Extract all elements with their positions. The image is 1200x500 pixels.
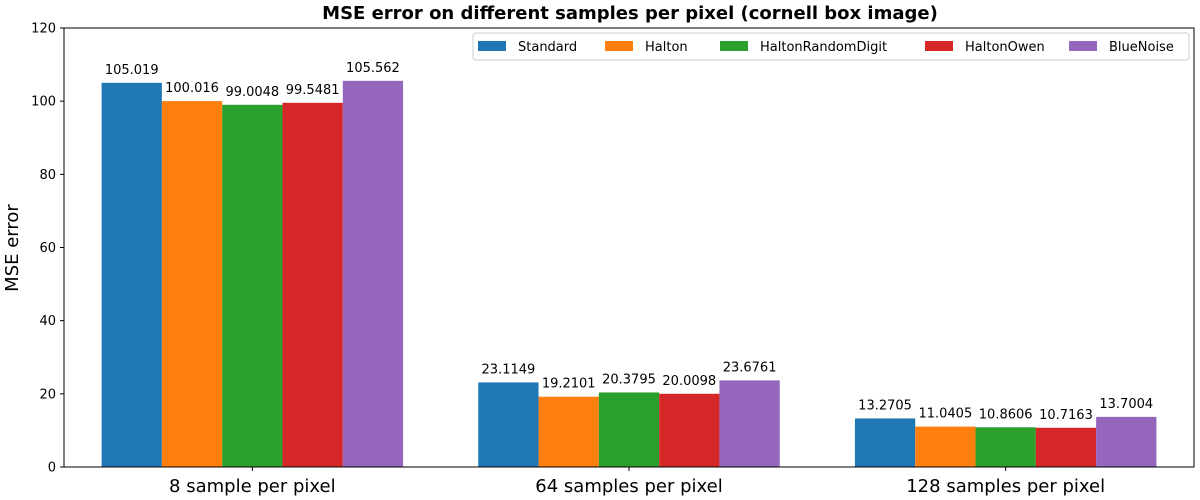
x-tick-label-1: 8 sample per pixel [169, 476, 336, 497]
x-tick-label-3: 128 samples per pixel [906, 476, 1105, 497]
y-tick-label-60: 60 [39, 241, 56, 256]
legend: Standard Halton HaltonRandomDigit HaltonOwe… [472, 32, 1190, 61]
legend-label-haltonrandomdigit: HaltonRandomDigit [760, 40, 887, 55]
axes-layer: 8 sample per pixel 64 samples per pixel 12… [31, 22, 1195, 497]
bars-layer [101, 80, 1157, 468]
data-label-haltonrandomdigit-1: 99.0048 [225, 85, 279, 100]
data-label-halton-3: 11.0405 [918, 407, 972, 422]
bar-haltonowen-1 [282, 102, 343, 467]
legend-box [472, 32, 1190, 61]
bar-standard-2 [478, 382, 539, 467]
legend-swatch-haltonowen [925, 41, 953, 51]
y-tick-label-120: 120 [31, 22, 56, 37]
bar-bluenoise-2 [719, 380, 780, 467]
legend-swatch-halton [605, 41, 633, 51]
bar-haltonrandomdigit-1 [222, 104, 283, 468]
data-label-standard-1: 105.019 [105, 63, 159, 78]
data-label-standard-3: 13.2705 [858, 398, 912, 413]
y-tick-label-20: 20 [39, 387, 56, 402]
data-label-halton-2: 19.2101 [542, 377, 596, 392]
data-label-haltonowen-1: 99.5481 [286, 83, 340, 98]
legend-label-halton: Halton [645, 40, 688, 55]
legend-swatch-standard [478, 41, 506, 51]
bar-bluenoise-3 [1096, 416, 1157, 467]
legend-label-bluenoise: BlueNoise [1109, 40, 1174, 55]
data-label-haltonowen-2: 20.0098 [662, 374, 716, 389]
data-label-halton-1: 100.016 [165, 81, 219, 96]
data-label-bluenoise-3: 13.7004 [1099, 397, 1153, 412]
data-label-haltonrandomdigit-2: 20.3795 [602, 372, 656, 387]
y-axis-label: MSE error [2, 204, 23, 292]
data-label-bluenoise-2: 23.6761 [723, 360, 777, 375]
bar-haltonrandomdigit-2 [598, 392, 660, 467]
y-tick-label-0: 0 [48, 461, 56, 476]
data-label-bluenoise-1: 105.562 [346, 61, 400, 76]
chart-title: MSE error on different samples per pixel… [322, 3, 938, 24]
plot-frame [63, 27, 1195, 468]
bar-halton-1 [161, 101, 223, 468]
y-tick-label-80: 80 [39, 168, 56, 183]
data-label-haltonowen-3: 10.7163 [1039, 408, 1093, 423]
bar-haltonowen-3 [1035, 427, 1097, 467]
y-tick-label-100: 100 [31, 95, 56, 110]
legend-label-haltonowen: HaltonOwen [965, 40, 1045, 55]
x-tick-label-2: 64 samples per pixel [535, 476, 722, 497]
bar-halton-2 [538, 396, 599, 467]
legend-label-standard: Standard [518, 40, 577, 55]
data-labels-layer: 105.019 100.016 99.0048 99.5481 105.562 23.11… [105, 61, 1153, 423]
bar-bluenoise-1 [342, 80, 404, 467]
bar-haltonowen-2 [659, 393, 720, 467]
y-tick-label-40: 40 [39, 314, 56, 329]
bar-standard-3 [854, 418, 916, 467]
legend-swatch-haltonrandomdigit [720, 41, 748, 51]
bar-halton-3 [915, 426, 976, 467]
bar-haltonrandomdigit-3 [975, 427, 1036, 467]
data-label-standard-2: 23.1149 [482, 362, 536, 377]
bar-standard-1 [101, 82, 162, 468]
data-label-haltonrandomdigit-3: 10.8606 [979, 407, 1033, 422]
legend-swatch-bluenoise [1069, 41, 1097, 51]
